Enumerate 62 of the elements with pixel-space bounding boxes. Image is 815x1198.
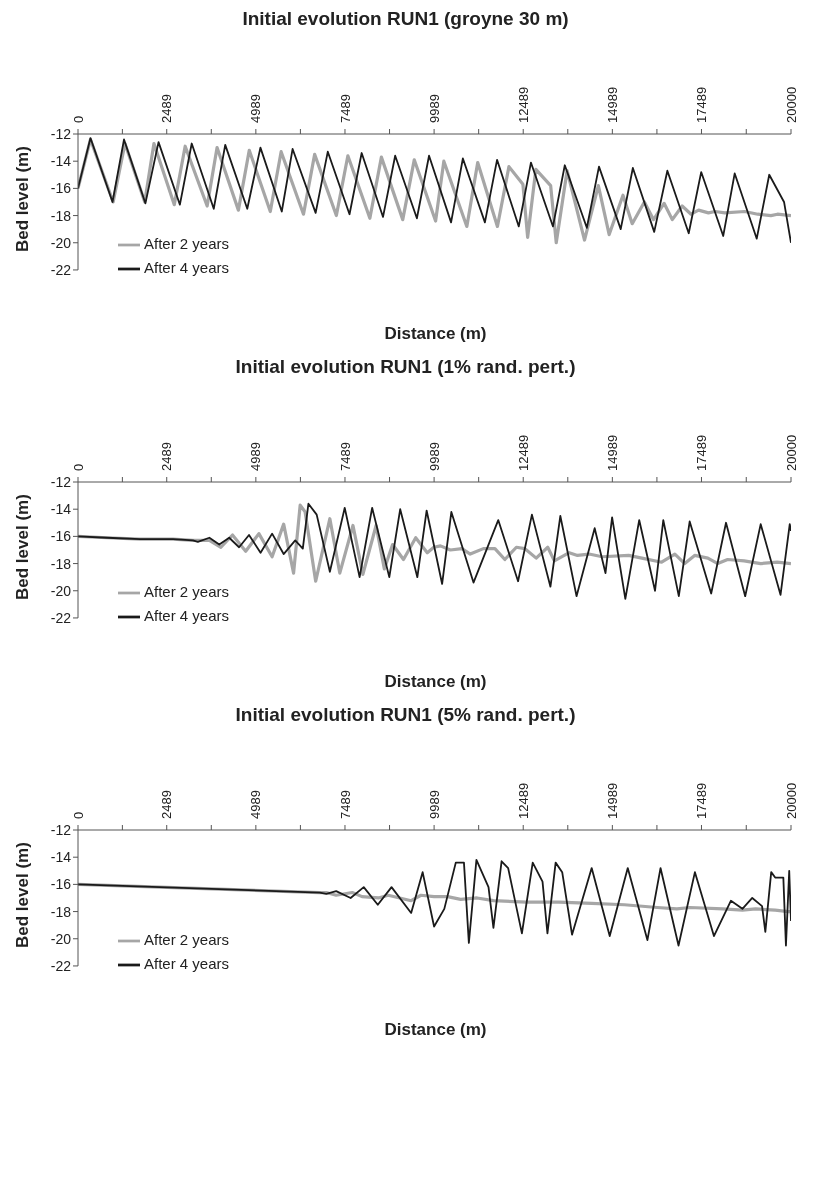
y-axis-title: Bed level (m)	[13, 146, 33, 252]
chart-title: Initial evolution RUN1 (5% rand. pert.)	[234, 704, 577, 727]
y-tick-label: -18	[50, 555, 72, 572]
x-tick-label: 0	[70, 463, 86, 471]
y-axis-title: Bed level (m)	[13, 494, 33, 600]
y-tick-label: -18	[50, 207, 72, 224]
y-tick-label: -16	[50, 528, 72, 545]
legend-label: After 2 years	[144, 235, 230, 252]
y-tick-label: -14	[50, 849, 72, 866]
y-tick-label: -14	[50, 153, 72, 170]
x-tick-label: 7489	[337, 94, 353, 123]
y-tick-label: -20	[50, 582, 72, 599]
x-tick-label: 12489	[515, 782, 531, 819]
y-tick-label: -18	[50, 903, 72, 920]
x-axis-title: Distance (m)	[383, 324, 488, 345]
x-tick-label: 17489	[694, 434, 710, 471]
y-tick-label: -12	[50, 125, 72, 142]
x-tick-label: 4989	[248, 94, 264, 123]
legend-label: After 2 years	[144, 931, 230, 948]
x-tick-label: 2489	[159, 94, 175, 123]
y-tick-label: -16	[50, 180, 72, 197]
y-tick-label: -22	[50, 261, 72, 278]
y-tick-label: -20	[50, 930, 72, 947]
x-tick-label: 0	[70, 115, 86, 123]
x-tick-label: 7489	[337, 442, 353, 471]
legend-label: After 4 years	[144, 259, 230, 277]
y-tick-label: -22	[50, 957, 72, 974]
y-tick-label: -16	[50, 876, 72, 893]
x-tick-label: 14989	[604, 86, 620, 123]
x-tick-label: 7489	[337, 790, 353, 819]
x-tick-label: 12489	[515, 86, 531, 123]
x-tick-label: 9989	[426, 94, 442, 123]
chart-title: Initial evolution RUN1 (1% rand. pert.)	[234, 356, 577, 379]
x-tick-label: 14989	[604, 434, 620, 471]
x-tick-label: 17489	[694, 86, 710, 123]
x-tick-label: 12489	[515, 434, 531, 471]
x-tick-label: 20000	[783, 434, 799, 471]
x-tick-label: 14989	[604, 782, 620, 819]
y-tick-label: -20	[50, 234, 72, 251]
y-tick-label: -12	[50, 473, 72, 490]
x-tick-label: 17489	[694, 782, 710, 819]
x-tick-label: 9989	[426, 442, 442, 471]
x-tick-label: 0	[70, 811, 86, 819]
x-axis-title: Distance (m)	[383, 672, 488, 693]
legend-label: After 4 years	[144, 607, 230, 625]
line-series	[78, 502, 791, 600]
line-series	[78, 859, 791, 947]
x-tick-label: 20000	[783, 782, 799, 819]
legend-label: After 4 years	[144, 955, 230, 973]
chart-title: Initial evolution RUN1 (groyne 30 m)	[241, 8, 570, 31]
x-tick-label: 2489	[159, 790, 175, 819]
x-tick-label: 2489	[159, 442, 175, 471]
x-tick-label: 4989	[248, 442, 264, 471]
x-tick-label: 9989	[426, 790, 442, 819]
x-tick-label: 4989	[248, 790, 264, 819]
y-tick-label: -12	[50, 821, 72, 838]
y-axis-title: Bed level (m)	[13, 842, 33, 948]
x-axis-title: Distance (m)	[383, 1020, 488, 1041]
legend-label: After 2 years	[144, 583, 230, 600]
x-tick-label: 20000	[783, 86, 799, 123]
y-tick-label: -14	[50, 501, 72, 518]
y-tick-label: -22	[50, 609, 72, 626]
